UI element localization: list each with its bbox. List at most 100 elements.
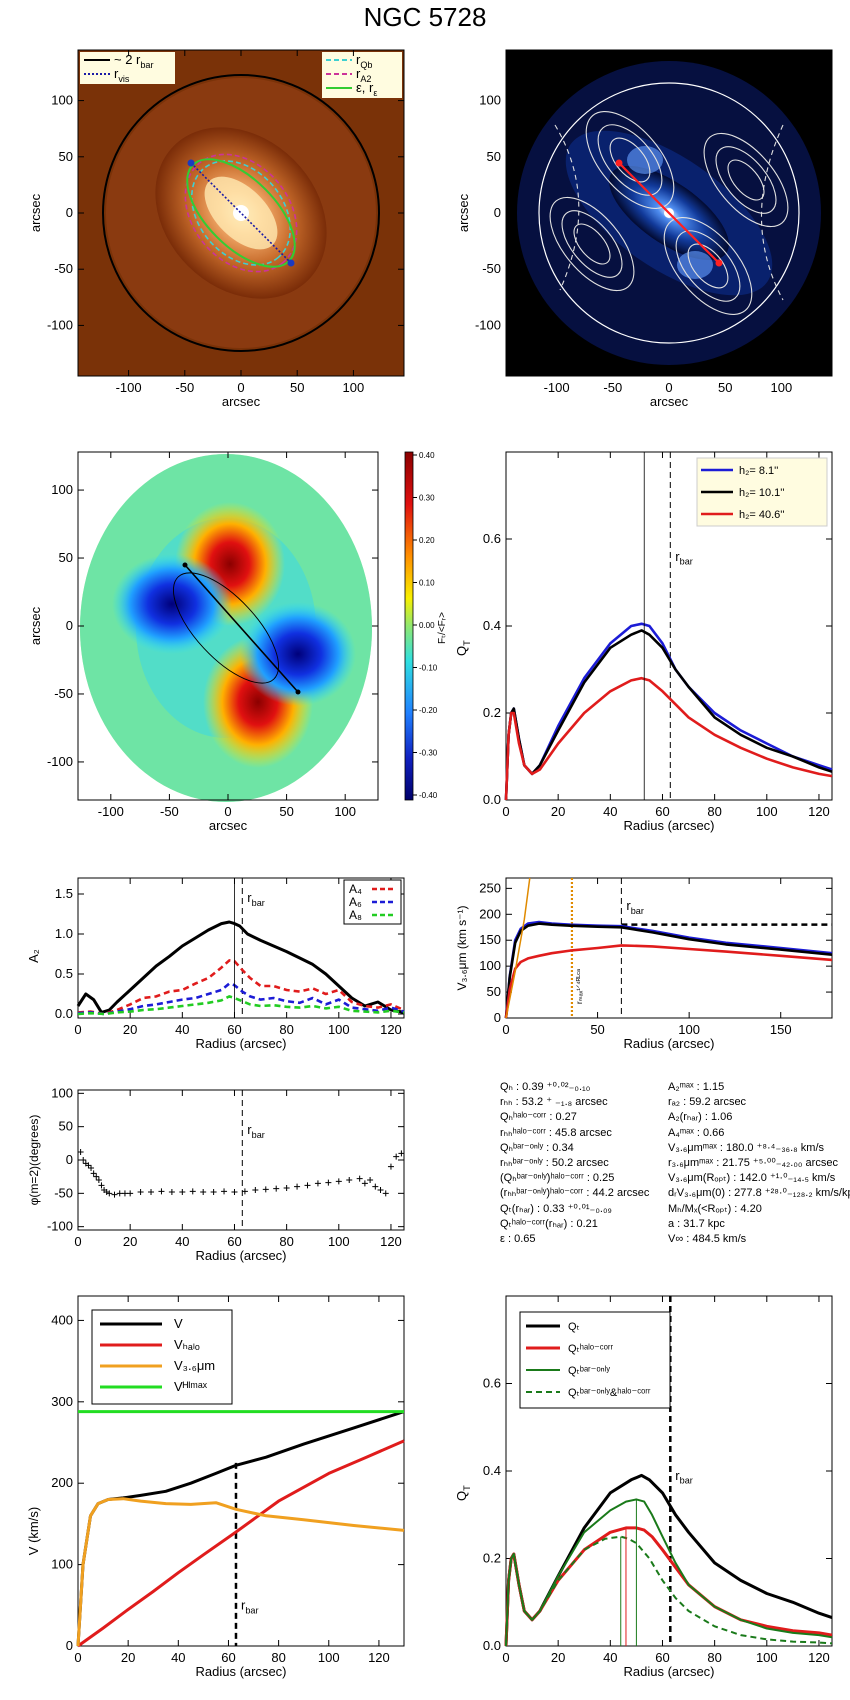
- x-tick-label: 100: [328, 1022, 350, 1037]
- data-point: [116, 1190, 123, 1197]
- data-point: [262, 1186, 269, 1193]
- fit-parameters-left: Qₕ : 0.39 ⁺⁰·⁰²₋₀.₁₀ rₕₕ : 53.2 ⁺ ₋₁.₈ a…: [500, 1080, 649, 1247]
- y-tick-label: -50: [54, 1185, 73, 1200]
- x-tick-label: 0: [502, 804, 509, 819]
- param-row: r₃.₆μmᵐᵃˣ : 21.75 ⁺⁵·⁰⁰₋₄₂.₀₀ arcsec: [668, 1157, 838, 1170]
- x-tick-label: 20: [123, 1234, 137, 1249]
- chart-4: 0 20 40 60 80 100 120 0.0 0.5 1.0 1.5 Radius (arcse…: [26, 877, 405, 1051]
- colorbar-tick-label: 0.10: [419, 579, 435, 588]
- plot-frame: [77, 877, 405, 1019]
- data-point: [325, 1179, 332, 1186]
- chart-2: -100 -50 0 50 100 -100 -50 0 50 100 arcsec arcsec: [28, 452, 378, 833]
- y-tick-label: 0.6: [483, 1376, 501, 1391]
- x-tick-label: 100: [328, 1234, 350, 1249]
- series-line: [77, 982, 405, 1016]
- y-tick-label: 1.0: [55, 926, 73, 941]
- data-point: [273, 1185, 280, 1192]
- y-axis-label: arcsec: [456, 193, 471, 232]
- x-tick-label: 60: [655, 1650, 669, 1665]
- y-tick-label: 0.2: [483, 1551, 501, 1566]
- param-row: a : 31.7 kpc: [668, 1217, 725, 1230]
- x-axis-label: arcsec: [209, 818, 248, 833]
- x-tick-label: -50: [175, 380, 194, 395]
- two-rbar-circle: [102, 74, 380, 352]
- param-row: (Qₕᵇᵃʳ⁻ᵒⁿˡʸ)ʰᵃˡᵒ⁻ᶜᵒʳʳ : 0.25: [500, 1172, 615, 1185]
- x-tick-label: 0: [502, 1022, 509, 1037]
- data-point: [361, 1180, 368, 1187]
- x-tick-label: 120: [368, 1650, 390, 1665]
- x-tick-label: 0: [502, 1650, 509, 1665]
- y-tick-label: -50: [54, 261, 73, 276]
- series-line: [505, 1498, 833, 1647]
- y-tick-label: -100: [47, 754, 73, 769]
- data-point: [346, 1177, 353, 1183]
- chart-8: 0 20 40 60 80 100 120 0.0 0.2 0.4 0.6 Radius (arcse…: [454, 1295, 833, 1679]
- param-row: dᵣV₃.₆μm(0) : 277.8 ⁺²⁸·⁰₋₁₂₈.₂ km/s/kpc: [668, 1187, 850, 1200]
- y-tick-label: 50: [487, 149, 501, 164]
- param-row: V₃.₆μm(Rₒₚₜ) : 142.0 ⁺¹·⁰₋₁₄.₅ km/s: [668, 1172, 836, 1185]
- y-tick-label: 0: [494, 205, 501, 220]
- x-tick-label: 50: [290, 380, 304, 395]
- x-tick-label: 20: [551, 804, 565, 819]
- rvis-line: [190, 162, 292, 264]
- legend-label: Vₕₐₗₒ: [174, 1337, 200, 1352]
- x-axis-label: Radius (arcsec): [623, 1664, 714, 1679]
- x-tick-label: 0: [665, 380, 672, 395]
- param-row: Qₕᵇᵃʳ⁻ᵒⁿˡʸ : 0.34: [500, 1141, 574, 1154]
- param-row: rₕₕ : 53.2 ⁺ ₋₁.₈ arcsec: [500, 1096, 608, 1109]
- x-tick-label: 0: [74, 1650, 81, 1665]
- y-axis-label: arcsec: [28, 193, 43, 232]
- y-tick-label: 0.5: [55, 966, 73, 981]
- x-tick-label: 0: [237, 380, 244, 395]
- colorbar-tick-label: 0.00: [419, 621, 435, 630]
- y-tick-label: 100: [479, 93, 501, 108]
- param-row: V∞ : 484.5 km/s: [668, 1233, 747, 1246]
- y-tick-label: 100: [479, 958, 501, 973]
- data-point: [93, 1173, 100, 1180]
- data-point: [80, 1157, 87, 1163]
- param-row: V₃.₆μmᵐᵃˣ : 180.0 ⁺⁸·⁴₋₃₆.₈ km/s: [668, 1141, 825, 1154]
- legend-box: [80, 52, 175, 84]
- y-tick-label: 50: [59, 550, 73, 565]
- data-point: [398, 1150, 405, 1157]
- legend-label: Qₜʰᵃˡᵒ⁻ᶜᵒʳʳ: [568, 1343, 613, 1355]
- rbar-label: rbar: [626, 898, 644, 916]
- rbar-label: rbar: [247, 890, 265, 908]
- x-tick-label: 0: [74, 1022, 81, 1037]
- data-point: [137, 1189, 144, 1195]
- y-tick-label: 0.6: [483, 531, 501, 546]
- chart-0: -100 -50 0 50 100 -100 -50 0 50 100 arcsec arcsec: [28, 50, 404, 409]
- data-point: [189, 1188, 196, 1195]
- y-tick-label: -100: [47, 1219, 73, 1234]
- data-point: [88, 1165, 95, 1171]
- data-point: [95, 1177, 102, 1183]
- x-tick-label: -100: [116, 380, 142, 395]
- y-tick-label: 200: [479, 906, 501, 921]
- data-point: [210, 1189, 217, 1195]
- colorbar-tick-label: 0.30: [419, 494, 435, 503]
- y-tick-label: 0.0: [483, 1638, 501, 1653]
- data-point: [377, 1187, 384, 1193]
- x-tick-label: 60: [227, 1234, 241, 1249]
- data-point: [356, 1175, 363, 1182]
- series-line: [76, 1497, 405, 1647]
- data-point: [179, 1189, 186, 1195]
- legend-label: ~ 2 rbar: [114, 52, 154, 70]
- data-point: [121, 1190, 128, 1197]
- data-point: [168, 1189, 175, 1195]
- data-point: [304, 1182, 311, 1189]
- colorbar-tick-label: -0.10: [419, 664, 438, 673]
- data-point: [393, 1153, 400, 1160]
- figure-title: NGC 5728: [364, 2, 487, 32]
- x-tick-label: 80: [271, 1650, 285, 1665]
- param-row: A₂(rₕₐᵣ) : 1.06: [668, 1111, 733, 1124]
- x-tick-label: 100: [756, 1650, 778, 1665]
- x-tick-label: 50: [718, 380, 732, 395]
- param-row: Mₕ/Mₓ(<Rₒₚₜ) : 4.20: [668, 1202, 762, 1215]
- legend-box: [519, 1311, 671, 1409]
- param-row: Qₕʰᵃˡᵒ⁻ᶜᵒʳʳ : 0.27: [500, 1111, 577, 1124]
- series-line: [504, 622, 833, 801]
- x-tick-label: 100: [318, 1650, 340, 1665]
